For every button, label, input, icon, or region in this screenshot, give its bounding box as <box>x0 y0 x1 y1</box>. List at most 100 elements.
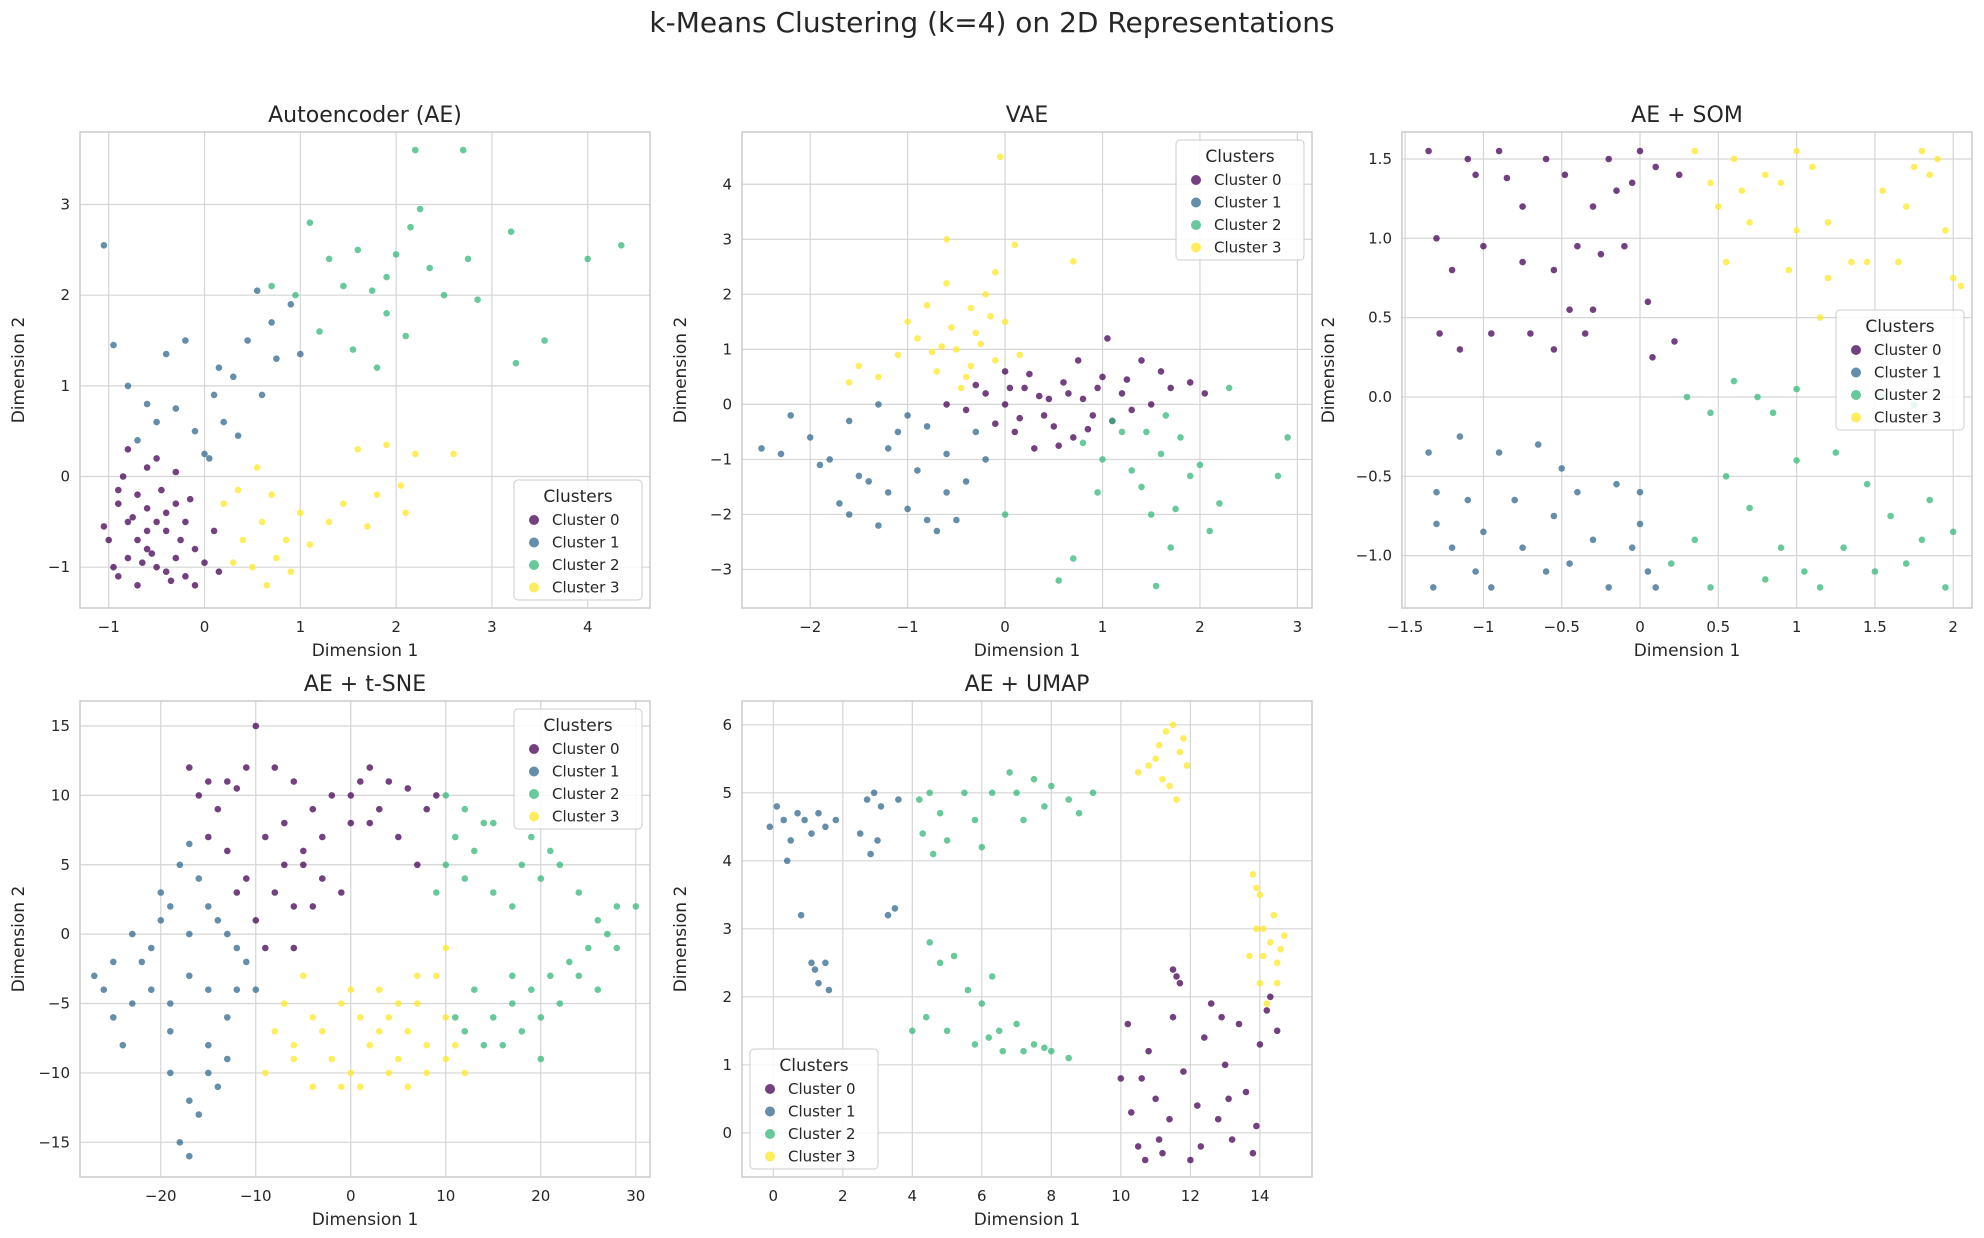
data-point <box>1636 488 1644 496</box>
data-point <box>1824 219 1832 226</box>
data-point <box>143 527 151 535</box>
data-point <box>1464 155 1472 163</box>
data-point <box>618 242 625 249</box>
data-point <box>585 944 592 952</box>
data-point <box>325 518 333 526</box>
y-tick-label: 0 <box>722 395 732 413</box>
data-point <box>1762 171 1769 179</box>
data-point <box>982 456 989 463</box>
x-tick-label: −20 <box>145 1187 177 1205</box>
data-point <box>528 986 535 993</box>
data-point <box>1138 483 1145 491</box>
legend-marker <box>765 1129 775 1139</box>
data-point <box>914 335 921 342</box>
y-tick-label: 4 <box>722 175 732 193</box>
data-point <box>480 1041 488 1049</box>
data-point <box>1801 568 1808 575</box>
x-tick-label: 2 <box>1948 618 1958 636</box>
data-point <box>129 930 136 938</box>
data-point <box>143 400 151 408</box>
data-point <box>1249 871 1257 878</box>
data-point <box>290 1055 298 1063</box>
y-tick-label: −10 <box>38 1064 70 1082</box>
legend-marker <box>1191 220 1201 230</box>
legend-marker <box>1851 345 1861 355</box>
data-point <box>205 986 212 993</box>
x-tick-label: 3 <box>487 618 497 636</box>
data-point <box>1503 174 1511 182</box>
y-tick-label: −2 <box>710 505 732 523</box>
series-2 <box>909 769 1097 1062</box>
data-point <box>1730 377 1738 385</box>
data-point <box>215 364 223 372</box>
data-point <box>1256 891 1264 899</box>
data-point <box>1128 1109 1135 1116</box>
x-tick-label: 10 <box>1111 1187 1130 1205</box>
scatter-points <box>766 721 1288 1164</box>
data-point <box>119 473 127 480</box>
data-point <box>172 554 180 562</box>
data-point <box>1030 1041 1038 1048</box>
data-point <box>195 875 203 882</box>
data-point <box>1214 1115 1222 1123</box>
x-tick-label: 0 <box>1000 618 1010 636</box>
legend-entry: Cluster 0 <box>552 511 620 529</box>
data-point <box>1001 318 1009 326</box>
data-point <box>1918 147 1926 155</box>
data-point <box>220 500 227 508</box>
data-point <box>442 861 450 869</box>
data-point <box>426 264 434 272</box>
data-point <box>354 246 362 254</box>
data-point <box>210 527 218 535</box>
data-point <box>366 1041 374 1049</box>
data-point <box>244 337 251 344</box>
data-point <box>119 1041 127 1049</box>
data-point <box>347 819 355 827</box>
data-point <box>206 455 213 462</box>
data-point <box>1260 952 1267 960</box>
data-point <box>1895 258 1902 266</box>
data-point <box>794 809 801 817</box>
data-point <box>1225 1095 1232 1103</box>
data-point <box>1045 395 1053 403</box>
data-point <box>243 764 250 771</box>
series-0 <box>1117 966 1281 1164</box>
data-point <box>836 500 843 507</box>
data-point <box>874 837 881 844</box>
data-point <box>148 550 156 557</box>
plot-frame <box>79 700 651 1178</box>
data-point <box>1589 306 1597 314</box>
y-tick-label: 0 <box>60 468 70 486</box>
data-point <box>271 764 279 771</box>
data-point <box>1738 187 1746 194</box>
data-point <box>474 296 481 304</box>
y-tick-label: −15 <box>38 1133 70 1151</box>
legend-entry: Cluster 0 <box>788 1080 856 1098</box>
data-point <box>214 805 222 813</box>
data-point <box>797 911 805 919</box>
data-point <box>1256 979 1264 987</box>
data-point <box>157 889 165 896</box>
data-point <box>1550 346 1558 353</box>
data-point <box>233 785 241 792</box>
data-point <box>1448 266 1456 274</box>
data-point <box>518 861 526 869</box>
data-point <box>982 390 989 397</box>
data-point <box>884 445 892 452</box>
data-point <box>1169 966 1177 973</box>
data-point <box>1433 520 1440 528</box>
data-point <box>1542 155 1550 163</box>
y-axis-label: Dimension 2 <box>1319 317 1339 424</box>
legend-marker <box>1851 367 1861 378</box>
x-tick-label: 2 <box>391 618 401 636</box>
data-point <box>1048 1047 1055 1055</box>
data-point <box>1628 544 1636 551</box>
legend-entry: Cluster 1 <box>552 763 620 781</box>
subplot-title: VAE <box>1006 103 1049 128</box>
data-point <box>1488 584 1495 591</box>
legend-entry: Cluster 1 <box>552 534 620 552</box>
x-tick-label: 10 <box>436 1187 455 1205</box>
legend-box <box>1175 139 1305 261</box>
data-point <box>186 764 193 771</box>
